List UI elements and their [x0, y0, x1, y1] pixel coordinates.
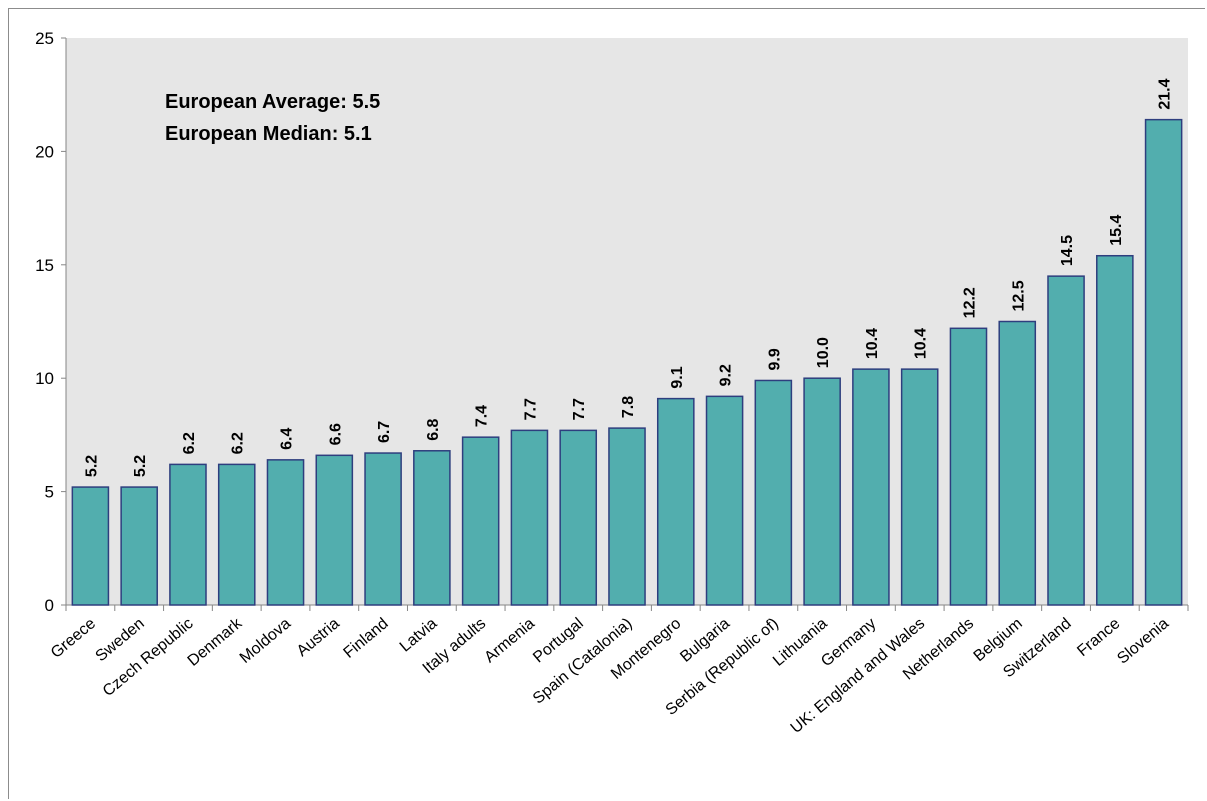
bar	[1144, 118, 1183, 606]
data-label: 14.5	[1059, 235, 1076, 266]
data-label: 12.2	[961, 287, 978, 318]
bar	[852, 368, 890, 606]
y-tick-label: 25	[35, 29, 54, 48]
bar	[169, 463, 207, 606]
bar	[949, 327, 988, 606]
data-label: 12.5	[1010, 280, 1027, 311]
bar	[705, 395, 744, 606]
x-axis	[65, 604, 1189, 611]
x-tick-label: Czech Republic	[100, 615, 197, 700]
y-axis: 0 5 10 15 20 25	[35, 29, 67, 615]
bar	[608, 427, 646, 606]
data-label: 15.4	[1108, 214, 1125, 245]
data-label: 10.4	[864, 328, 881, 359]
bar	[315, 454, 354, 606]
data-label: 6.8	[425, 418, 442, 440]
x-tick-label: Latvia	[397, 615, 441, 656]
x-tick-label: Denmark	[185, 614, 246, 669]
data-label: 10.0	[815, 337, 832, 368]
data-label: 7.8	[620, 396, 637, 418]
bar	[656, 397, 695, 606]
data-label: 5.2	[83, 455, 100, 477]
data-label: 9.2	[718, 364, 735, 386]
x-tick-label: Austria	[294, 615, 343, 660]
data-label: 9.1	[669, 366, 686, 388]
x-tick-label: Slovenia	[1114, 615, 1172, 668]
bar	[266, 459, 305, 606]
x-tick-label: Moldova	[237, 615, 294, 667]
x-tick-label: Armenia	[481, 615, 538, 666]
data-label: 6.2	[230, 432, 247, 454]
data-label: 6.7	[376, 421, 393, 443]
data-label: 10.4	[913, 328, 930, 359]
bar	[510, 429, 549, 606]
bar	[120, 486, 158, 606]
value-labels: 5.2 5.2 6.2 6.2 6.4 6.6 6.7 6.8 7.4 7.7 7.7 7.8 9.1 9…	[83, 78, 1173, 477]
y-tick-label: 0	[45, 596, 54, 615]
x-tick-label: Greece	[48, 615, 99, 662]
y-tick-label: 15	[35, 256, 54, 275]
data-label: 7.7	[522, 398, 539, 420]
data-label: 6.6	[327, 423, 344, 445]
y-tick-label: 10	[35, 369, 54, 388]
bar-series	[71, 118, 1183, 606]
bar	[461, 436, 500, 606]
bar	[413, 450, 451, 606]
data-label: 5.2	[132, 455, 149, 477]
bar	[559, 429, 598, 606]
data-label: 6.4	[279, 428, 296, 450]
bar	[71, 486, 110, 606]
x-tick-label: Finland	[341, 615, 392, 662]
data-label: 9.9	[766, 348, 783, 370]
european-average-note: European Average: 5.5	[165, 91, 380, 113]
bar	[900, 368, 939, 606]
bar	[217, 463, 256, 606]
bar	[364, 452, 402, 606]
y-tick-label: 5	[45, 483, 54, 502]
data-label: 6.2	[181, 432, 198, 454]
bar	[1096, 254, 1134, 606]
data-label: 21.4	[1157, 78, 1174, 109]
data-label: 7.4	[474, 405, 491, 427]
european-median-note: European Median: 5.1	[165, 123, 372, 145]
bar	[998, 320, 1037, 606]
bar	[1047, 275, 1085, 606]
y-tick-label: 20	[35, 142, 54, 161]
data-label: 7.7	[571, 398, 588, 420]
bar	[803, 377, 841, 606]
bar	[754, 379, 793, 606]
